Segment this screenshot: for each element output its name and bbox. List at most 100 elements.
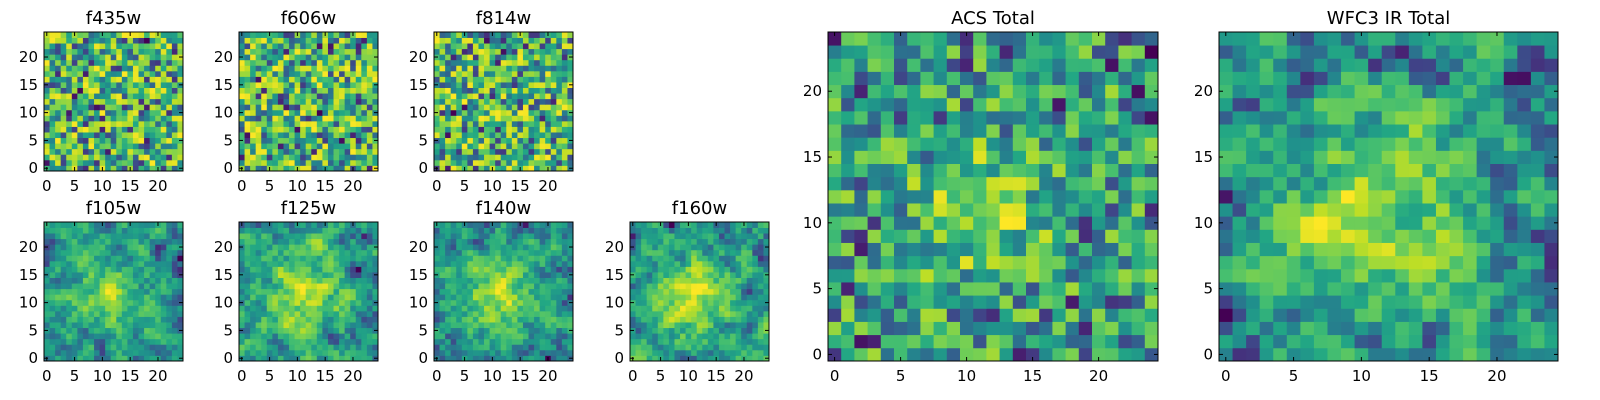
heatmap-cell: [44, 283, 50, 290]
heatmap-cell: [355, 154, 362, 161]
heatmap-cell: [327, 54, 334, 61]
heatmap-cell: [339, 109, 346, 116]
heatmap-cell: [44, 294, 50, 301]
heatmap-cell: [828, 203, 842, 217]
heatmap-cell: [361, 104, 368, 111]
heatmap-cell: [556, 277, 563, 284]
heatmap-cell: [920, 189, 934, 204]
heatmap-cell: [82, 126, 89, 133]
heatmap-cell: [854, 282, 868, 296]
heatmap-cell: [149, 244, 156, 251]
heatmap-cell: [506, 165, 513, 172]
heatmap-cell: [561, 244, 568, 251]
heatmap-cell: [121, 115, 128, 122]
heatmap-cell: [450, 266, 457, 273]
heatmap-cell: [94, 333, 100, 340]
heatmap-cell: [663, 355, 670, 362]
heatmap-cell: [506, 322, 513, 329]
heatmap-cell: [316, 355, 323, 362]
heatmap-cell: [478, 255, 485, 262]
heatmap-cell: [149, 338, 156, 345]
heatmap-cell: [239, 98, 245, 105]
heatmap-cell: [144, 288, 151, 295]
heatmap-cell: [44, 59, 50, 66]
heatmap-cell: [116, 260, 123, 267]
heatmap-cell: [933, 150, 948, 164]
heatmap-cell: [316, 344, 323, 351]
heatmap-cell: [741, 327, 748, 334]
heatmap-cell: [355, 115, 362, 122]
heatmap-cell: [166, 233, 173, 240]
heatmap-cell: [880, 268, 895, 283]
heatmap-cell: [495, 255, 502, 262]
heatmap-cell: [155, 299, 162, 306]
heatmap-cell: [316, 132, 323, 139]
heatmap-cell: [144, 115, 151, 122]
heatmap-cell: [49, 233, 56, 240]
heatmap-cell: [461, 143, 468, 150]
heatmap-cell: [472, 165, 479, 172]
heatmap-cell: [1039, 163, 1053, 178]
heatmap-cell: [545, 283, 552, 290]
heatmap-cell: [561, 288, 568, 295]
heatmap-cell: [561, 148, 568, 155]
heatmap-cell: [685, 310, 692, 317]
heatmap-cell: [1012, 150, 1027, 164]
heatmap-cell: [255, 266, 262, 273]
heatmap-cell: [361, 244, 368, 251]
heatmap-cell: [668, 227, 675, 234]
heatmap-cell: [160, 233, 167, 240]
heatmap-cell: [177, 37, 184, 44]
heatmap-cell: [171, 137, 178, 144]
heatmap-cell: [255, 255, 262, 262]
x-tick-label: 10: [93, 177, 112, 195]
heatmap-cell: [355, 143, 362, 150]
heatmap-cell: [867, 242, 882, 257]
heatmap-cell: [66, 260, 73, 267]
heatmap-cell: [294, 249, 301, 256]
heatmap-cell: [534, 355, 541, 362]
heatmap-cell: [528, 115, 535, 122]
heatmap-cell: [495, 76, 502, 83]
heatmap-cell: [355, 244, 362, 251]
heatmap-cell: [44, 344, 50, 351]
heatmap-cell: [702, 238, 709, 245]
heatmap-cell: [177, 76, 184, 83]
heatmap-cell: [1026, 321, 1040, 336]
heatmap-cell: [528, 159, 535, 166]
heatmap-cell: [478, 327, 485, 334]
heatmap-cell: [500, 137, 507, 144]
heatmap-cell: [522, 98, 529, 105]
heatmap-cell: [741, 272, 748, 278]
heatmap-cell: [539, 104, 546, 111]
heatmap-cell: [138, 159, 145, 166]
heatmap-cell: [149, 305, 156, 312]
heatmap-cell: [316, 244, 323, 251]
heatmap-cell: [171, 260, 178, 267]
heatmap-cell: [517, 288, 524, 295]
heatmap-cell: [894, 347, 908, 362]
heatmap-cell: [305, 227, 312, 234]
heatmap-cell: [116, 310, 123, 317]
heatmap-cell: [160, 316, 167, 323]
heatmap-cell: [300, 260, 307, 267]
heatmap-cell: [372, 76, 379, 83]
heatmap-cell: [283, 316, 290, 323]
heatmap-cell: [300, 87, 307, 94]
heatmap-cell: [434, 104, 440, 111]
heatmap-cell: [121, 322, 128, 329]
heatmap-cell: [434, 260, 440, 267]
heatmap-cell: [635, 349, 642, 356]
heatmap-cell: [160, 165, 167, 172]
heatmap-cell: [272, 233, 279, 240]
heatmap-cell: [166, 87, 173, 94]
heatmap-cell: [355, 260, 362, 267]
heatmap-cell: [456, 349, 463, 356]
heatmap-cell: [244, 272, 251, 278]
heatmap-cell: [718, 222, 725, 228]
heatmap-cell: [434, 48, 440, 55]
heatmap-cell: [294, 59, 301, 66]
heatmap-cell: [327, 159, 334, 166]
